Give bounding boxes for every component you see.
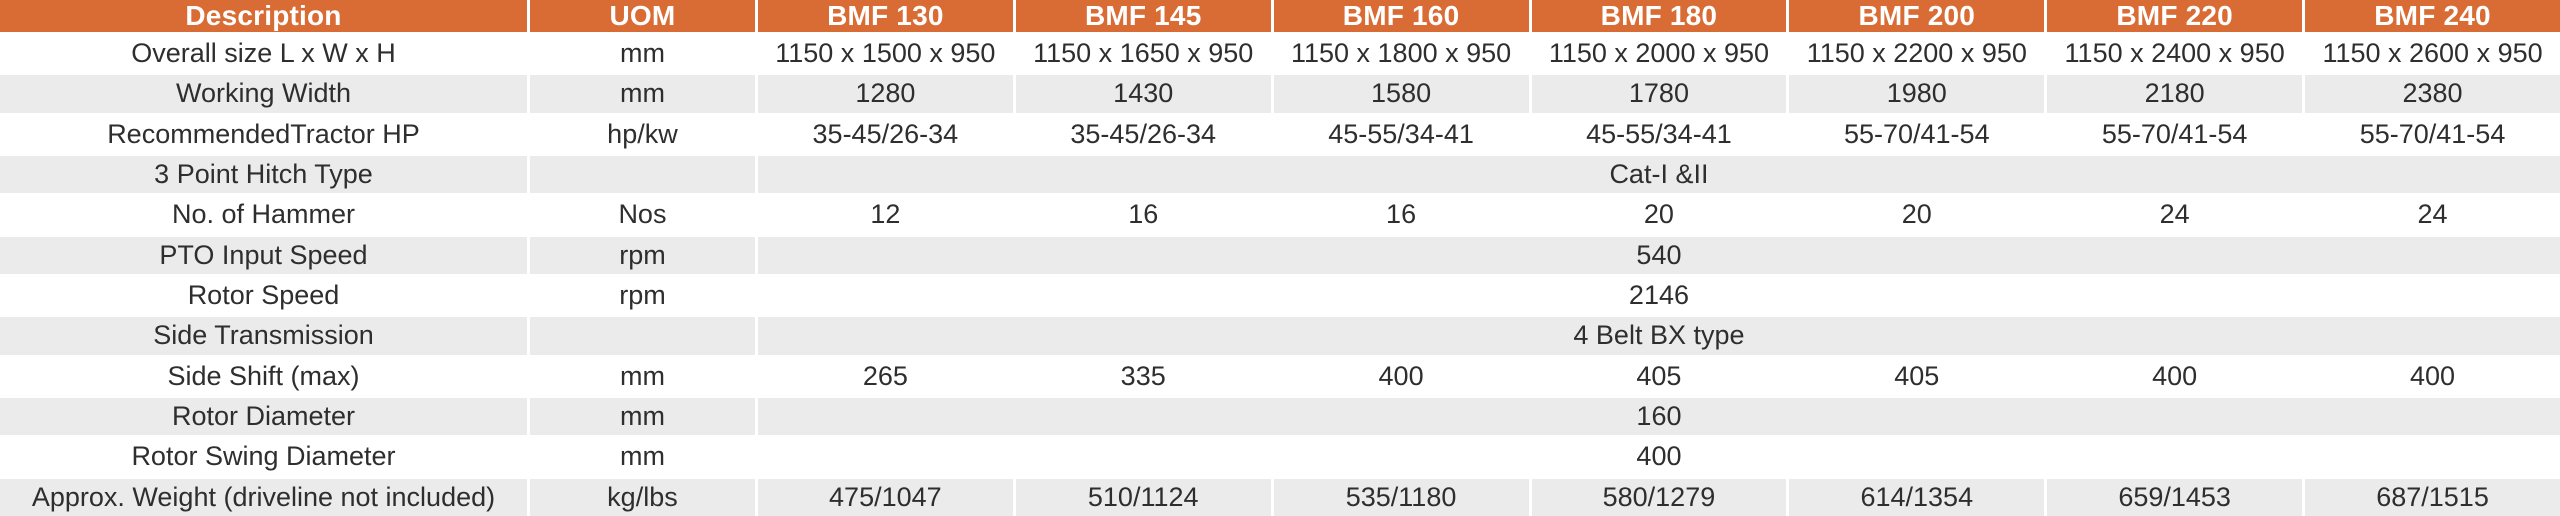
spec-description-cell: Rotor Swing Diameter — [0, 438, 527, 476]
value-cell: 1150 x 1650 x 950 — [1015, 35, 1271, 73]
value-cell: 1150 x 2600 x 950 — [2305, 35, 2560, 73]
spec-description-cell: PTO Input Speed — [0, 236, 527, 274]
uom-cell: mm — [529, 35, 755, 73]
spec-description-cell: Rotor Diameter — [0, 397, 527, 436]
spec-description-cell: Rotor Speed — [0, 276, 527, 315]
merged-value-cell: 160 — [757, 397, 2560, 436]
spec-description-cell: Side Shift (max) — [0, 357, 527, 395]
value-cell: 1780 — [1531, 75, 1787, 113]
value-cell: 1150 x 2200 x 950 — [1789, 35, 2045, 73]
uom-cell: mm — [529, 438, 755, 476]
value-cell: 55-70/41-54 — [2047, 115, 2303, 153]
merged-value-cell: 400 — [757, 438, 2560, 476]
value-cell: 1150 x 1500 x 950 — [757, 35, 1013, 73]
value-cell: 55-70/41-54 — [2305, 115, 2560, 153]
value-cell: 405 — [1789, 357, 2045, 395]
spec-description-cell: Working Width — [0, 75, 527, 113]
value-cell: 1150 x 2000 x 950 — [1531, 35, 1787, 73]
value-cell: 12 — [757, 196, 1013, 234]
value-cell: 24 — [2047, 196, 2303, 234]
value-cell: 614/1354 — [1789, 478, 2045, 516]
value-cell: 405 — [1531, 357, 1787, 395]
value-cell: 510/1124 — [1015, 478, 1271, 516]
table-row: Rotor Diameter mm 160 — [0, 397, 2560, 436]
merged-value-cell: 4 Belt BX type — [757, 317, 2560, 355]
column-header-model: BMF 200 — [1789, 0, 2045, 32]
value-cell: 45-55/34-41 — [1531, 115, 1787, 153]
column-header-uom: UOM — [529, 0, 755, 32]
table-row: No. of Hammer Nos 12 16 16 20 20 24 24 — [0, 196, 2560, 234]
column-header-model: BMF 145 — [1015, 0, 1271, 32]
value-cell: 16 — [1015, 196, 1271, 234]
table-row: RecommendedTractor HP hp/kw 35-45/26-34 35-… — [0, 115, 2560, 153]
value-cell: 580/1279 — [1531, 478, 1787, 516]
uom-cell: hp/kw — [529, 115, 755, 153]
merged-value-cell: Cat-I &II — [757, 155, 2560, 194]
value-cell: 55-70/41-54 — [1789, 115, 2045, 153]
value-cell: 400 — [2305, 357, 2560, 395]
value-cell: 265 — [757, 357, 1013, 395]
column-header-model: BMF 130 — [757, 0, 1013, 32]
value-cell: 20 — [1789, 196, 2045, 234]
spec-description-cell: No. of Hammer — [0, 196, 527, 234]
spec-description-cell: 3 Point Hitch Type — [0, 155, 527, 194]
table-row: 3 Point Hitch Type Cat-I &II — [0, 155, 2560, 194]
value-cell: 16 — [1273, 196, 1529, 234]
uom-cell: Nos — [529, 196, 755, 234]
spec-description-cell: Approx. Weight (driveline not included) — [0, 478, 527, 516]
merged-value-cell: 540 — [757, 236, 2560, 274]
value-cell: 1150 x 1800 x 950 — [1273, 35, 1529, 73]
value-cell: 535/1180 — [1273, 478, 1529, 516]
value-cell: 400 — [2047, 357, 2303, 395]
value-cell: 1150 x 2400 x 950 — [2047, 35, 2303, 73]
value-cell: 1430 — [1015, 75, 1271, 113]
value-cell: 2180 — [2047, 75, 2303, 113]
value-cell: 335 — [1015, 357, 1271, 395]
table-row: Side Transmission 4 Belt BX type — [0, 317, 2560, 355]
value-cell: 24 — [2305, 196, 2560, 234]
column-header-description: Description — [0, 0, 527, 32]
uom-cell: kg/lbs — [529, 478, 755, 516]
table-row: Working Width mm 1280 1430 1580 1780 1980 2180 2… — [0, 75, 2560, 113]
uom-cell: mm — [529, 75, 755, 113]
value-cell: 35-45/26-34 — [757, 115, 1013, 153]
column-header-model: BMF 160 — [1273, 0, 1529, 32]
table-row: Side Shift (max) mm 265 335 400 405 405 400 400 — [0, 357, 2560, 395]
spec-description-cell: RecommendedTractor HP — [0, 115, 527, 153]
value-cell: 1280 — [757, 75, 1013, 113]
value-cell: 400 — [1273, 357, 1529, 395]
value-cell: 659/1453 — [2047, 478, 2303, 516]
uom-cell: rpm — [529, 236, 755, 274]
value-cell: 1580 — [1273, 75, 1529, 113]
spec-description-cell: Side Transmission — [0, 317, 527, 355]
value-cell: 45-55/34-41 — [1273, 115, 1529, 153]
table-row: Approx. Weight (driveline not included) k… — [0, 478, 2560, 516]
uom-cell — [529, 155, 755, 194]
column-header-model: BMF 220 — [2047, 0, 2303, 32]
table-row: Rotor Swing Diameter mm 400 — [0, 438, 2560, 476]
value-cell: 20 — [1531, 196, 1787, 234]
value-cell: 35-45/26-34 — [1015, 115, 1271, 153]
value-cell: 687/1515 — [2305, 478, 2560, 516]
table-header: Description UOM BMF 130 BMF 145 BMF 160 BMF 1… — [0, 0, 2560, 32]
uom-cell — [529, 317, 755, 355]
merged-value-cell: 2146 — [757, 276, 2560, 315]
uom-cell: mm — [529, 357, 755, 395]
uom-cell: rpm — [529, 276, 755, 315]
table-row: Rotor Speed rpm 2146 — [0, 276, 2560, 315]
header-row: Description UOM BMF 130 BMF 145 BMF 160 BMF 1… — [0, 0, 2560, 32]
value-cell: 475/1047 — [757, 478, 1013, 516]
column-header-model: BMF 180 — [1531, 0, 1787, 32]
spec-description-cell: Overall size L x W x H — [0, 35, 527, 73]
column-header-model: BMF 240 — [2305, 0, 2560, 32]
uom-cell: mm — [529, 397, 755, 436]
table-row: PTO Input Speed rpm 540 — [0, 236, 2560, 274]
value-cell: 1980 — [1789, 75, 2045, 113]
value-cell: 2380 — [2305, 75, 2560, 113]
